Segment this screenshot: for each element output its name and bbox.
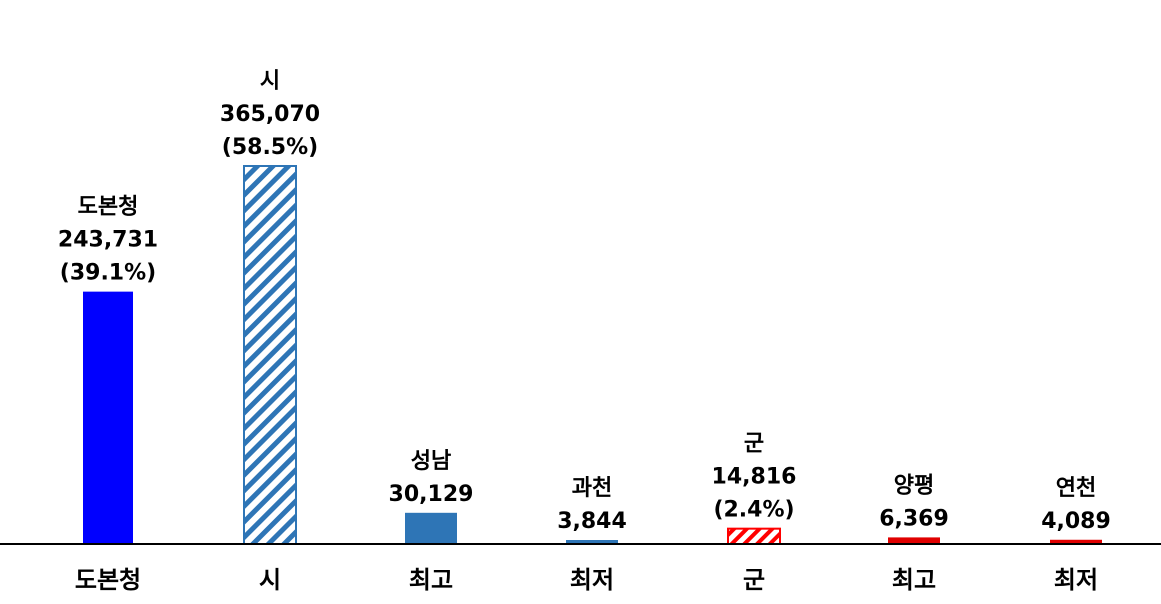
x-tick-label-4: 군 xyxy=(743,566,765,594)
bar-label-3-line-1: 3,844 xyxy=(557,509,627,534)
bar-label-4-line-1: 14,816 xyxy=(712,465,797,490)
x-tick-label-6: 최저 xyxy=(1054,566,1098,594)
bar-label-5-line-0: 양평 xyxy=(894,473,934,498)
bar-1 xyxy=(243,165,297,545)
x-tick-label-5: 최고 xyxy=(892,566,936,594)
x-tick-label-2: 최고 xyxy=(409,566,453,594)
bar-label-3-line-0: 과천 xyxy=(572,476,612,501)
bar-label-2-line-1: 30,129 xyxy=(389,482,474,507)
bar-0 xyxy=(83,291,133,544)
bar-5 xyxy=(888,537,940,544)
x-tick-labels: 도본청 시 최고 최저 군 최고 최저 xyxy=(75,566,1098,594)
bar-label-4-line-2: (2.4%) xyxy=(713,498,794,523)
bar-label-0-line-1: 243,731 xyxy=(58,228,158,253)
x-tick-label-1: 시 xyxy=(259,566,281,594)
bar-6 xyxy=(1050,539,1102,544)
bar-label-6-line-1: 4,089 xyxy=(1041,509,1111,534)
bar-data-labels: 도본청 243,731 (39.1%) 시 365,070 (58.5%) 성남 30,129… xyxy=(58,69,1111,534)
bar-label-5-line-1: 6,369 xyxy=(879,506,949,531)
bars xyxy=(83,165,1102,545)
bar-3 xyxy=(566,540,618,544)
bar-label-4-line-0: 군 xyxy=(744,432,764,457)
bar-label-1-line-0: 시 xyxy=(260,69,280,94)
bar-2 xyxy=(405,512,457,544)
x-tick-label-0: 도본청 xyxy=(75,566,141,594)
bar-label-0-line-0: 도본청 xyxy=(78,195,139,220)
x-tick-label-3: 최저 xyxy=(570,566,614,594)
bar-label-1-line-1: 365,070 xyxy=(220,102,320,127)
bar-label-0-line-2: (39.1%) xyxy=(60,261,156,286)
bar-label-6-line-0: 연천 xyxy=(1056,476,1096,501)
bar-label-1-line-2: (58.5%) xyxy=(222,135,318,160)
bar-4 xyxy=(727,527,781,545)
bar-label-2-line-0: 성남 xyxy=(411,449,451,474)
